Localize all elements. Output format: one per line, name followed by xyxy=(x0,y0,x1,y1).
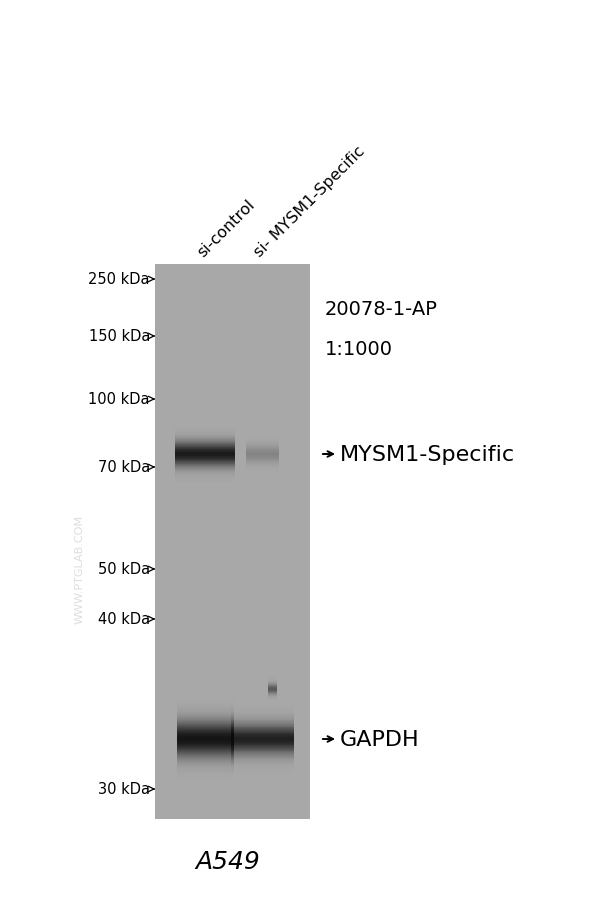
Bar xyxy=(177,699,234,700)
Bar xyxy=(177,737,234,738)
Bar xyxy=(177,741,234,742)
Bar xyxy=(177,709,234,711)
Bar xyxy=(177,745,234,746)
Bar xyxy=(177,758,234,759)
Bar xyxy=(177,761,234,762)
Text: 100 kDa: 100 kDa xyxy=(88,392,150,407)
Bar xyxy=(177,713,234,714)
Bar xyxy=(177,725,234,726)
Bar xyxy=(177,731,234,732)
Text: si- MYSM1-Specific: si- MYSM1-Specific xyxy=(251,143,368,260)
Bar xyxy=(177,768,234,769)
Bar xyxy=(177,769,234,770)
Bar xyxy=(177,755,234,756)
Bar xyxy=(177,707,234,708)
Bar xyxy=(177,728,234,729)
Bar xyxy=(177,763,234,764)
Bar xyxy=(177,771,234,772)
Text: GAPDH: GAPDH xyxy=(340,729,420,750)
Text: A549: A549 xyxy=(196,849,261,873)
Bar xyxy=(177,722,234,723)
Text: MYSM1-Specific: MYSM1-Specific xyxy=(340,445,515,465)
Bar xyxy=(177,717,234,719)
Bar xyxy=(177,757,234,758)
Bar xyxy=(177,749,234,750)
Bar xyxy=(177,767,234,768)
Bar xyxy=(177,720,234,721)
Bar xyxy=(177,705,234,706)
Bar xyxy=(177,700,234,701)
Bar xyxy=(177,726,234,728)
Bar xyxy=(177,732,234,733)
Bar xyxy=(177,754,234,755)
Bar xyxy=(177,724,234,725)
Bar xyxy=(177,744,234,745)
Bar xyxy=(177,721,234,722)
Text: 250 kDa: 250 kDa xyxy=(88,272,150,287)
Bar xyxy=(177,723,234,724)
Bar xyxy=(177,775,234,776)
Bar xyxy=(177,770,234,771)
Bar xyxy=(177,729,234,730)
Bar xyxy=(177,704,234,705)
Bar xyxy=(177,773,234,774)
Text: WWW.PTGLAB.COM: WWW.PTGLAB.COM xyxy=(75,515,85,624)
Bar xyxy=(177,701,234,703)
Bar xyxy=(177,765,234,766)
Bar xyxy=(177,742,234,744)
Bar xyxy=(177,736,234,737)
Bar xyxy=(177,711,234,712)
Text: 150 kDa: 150 kDa xyxy=(89,329,150,345)
Bar xyxy=(177,730,234,731)
Bar xyxy=(177,756,234,757)
Bar xyxy=(177,715,234,716)
Bar xyxy=(177,739,234,740)
Text: si-control: si-control xyxy=(194,197,257,260)
Bar xyxy=(177,716,234,717)
Text: 20078-1-AP: 20078-1-AP xyxy=(325,300,438,319)
Bar xyxy=(177,764,234,765)
Bar xyxy=(177,772,234,773)
Bar xyxy=(177,712,234,713)
Bar xyxy=(177,774,234,775)
Bar xyxy=(177,738,234,739)
Bar xyxy=(177,776,234,778)
Text: 40 kDa: 40 kDa xyxy=(98,612,150,627)
Bar xyxy=(177,766,234,767)
Text: 70 kDa: 70 kDa xyxy=(97,460,150,475)
Bar xyxy=(177,703,234,704)
Bar xyxy=(177,734,234,736)
Bar xyxy=(177,752,234,753)
Text: 50 kDa: 50 kDa xyxy=(98,562,150,577)
Bar xyxy=(177,733,234,734)
Bar xyxy=(177,759,234,761)
Bar xyxy=(177,706,234,707)
Bar xyxy=(177,747,234,748)
Bar xyxy=(155,264,310,819)
Bar xyxy=(177,748,234,749)
Text: 1:1000: 1:1000 xyxy=(325,340,393,359)
Bar xyxy=(177,762,234,763)
Bar xyxy=(177,753,234,754)
Bar xyxy=(177,778,234,779)
Text: 30 kDa: 30 kDa xyxy=(98,782,150,796)
Bar xyxy=(177,746,234,747)
Bar xyxy=(177,714,234,715)
Bar xyxy=(177,750,234,752)
Bar xyxy=(177,740,234,741)
Bar xyxy=(177,719,234,720)
Bar xyxy=(177,708,234,709)
